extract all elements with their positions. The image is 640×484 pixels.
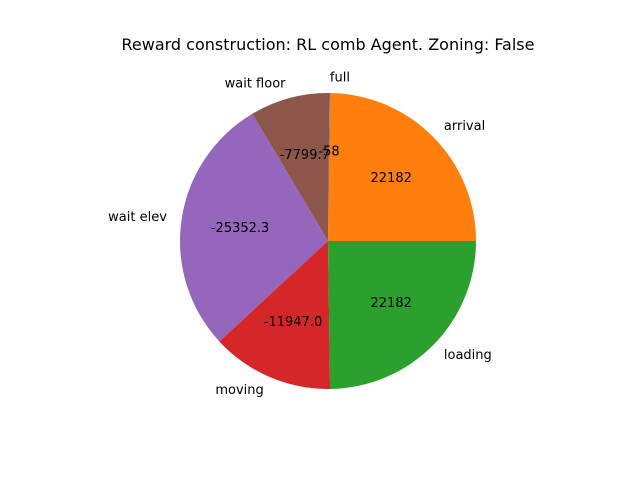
pie-slice-full <box>328 93 331 241</box>
slice-labels: arrival full wait floor wait elev moving load… <box>108 71 492 398</box>
slice-value-loading: 22182 <box>371 296 412 311</box>
pie-slices <box>180 93 476 390</box>
slice-label-arrival: arrival <box>444 119 485 134</box>
slice-label-moving: moving <box>215 383 263 398</box>
pie-slice-wait-floor <box>252 93 330 241</box>
slice-value-full: -58 <box>318 145 339 160</box>
slice-value-wait-elev: -25352.3 <box>211 221 269 236</box>
slice-value-labels: 22182 -58-7799.7 -25352.3 -11947.0 22182 <box>211 145 412 330</box>
slice-label-wait-floor: wait floor <box>225 76 287 91</box>
pie-slice-wait-elev <box>180 113 328 342</box>
slice-label-full: full <box>330 71 350 86</box>
pie-slice-arrival <box>328 93 476 241</box>
slice-label-loading: loading <box>444 348 492 363</box>
slice-value-wait-floor: -7799.7 <box>280 148 330 163</box>
chart-title: Reward construction: RL comb Agent. Zoni… <box>122 35 535 54</box>
pie-slice-moving <box>219 241 331 390</box>
slice-value-arrival: 22182 <box>371 171 412 186</box>
pie-slice-loading <box>328 241 476 389</box>
slice-value-moving: -11947.0 <box>264 315 322 330</box>
slice-label-wait-elev: wait elev <box>108 210 167 225</box>
